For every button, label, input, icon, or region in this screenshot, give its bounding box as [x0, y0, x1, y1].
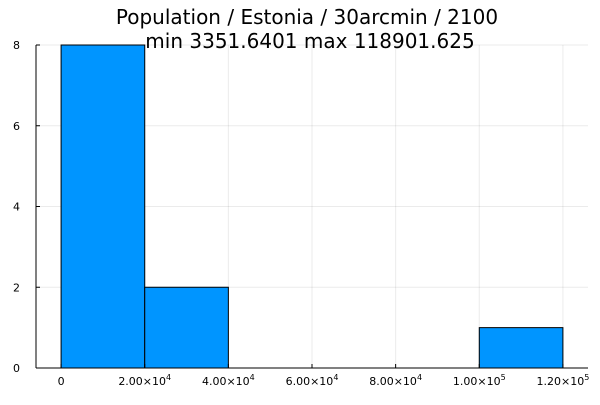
- x-tick-label: 6.00×104: [286, 373, 339, 388]
- y-tick-label: 2: [13, 281, 20, 294]
- x-tick-labels: 0 2.00×104 4.00×104 6.00×104 8.00×104 1.00×10…: [58, 373, 590, 388]
- x-tick-label: 1.00×105: [453, 373, 506, 388]
- x-tick-label: 4.00×104: [202, 373, 255, 388]
- y-tick-label: 8: [13, 39, 20, 52]
- chart-title: Population / Estonia / 30arcmin / 2100: [116, 5, 498, 29]
- x-tick-label: 8.00×104: [369, 373, 422, 388]
- histogram-bar: [478, 327, 564, 369]
- y-tick-label: 0: [13, 362, 20, 375]
- x-tick-label: 2.00×104: [118, 373, 171, 388]
- y-tick-label: 4: [13, 201, 20, 214]
- y-tick-label: 6: [13, 120, 20, 133]
- histogram-bar: [60, 44, 146, 369]
- x-tick-label: 0: [58, 375, 65, 388]
- bars: [60, 44, 564, 369]
- histogram-bar: [144, 286, 229, 369]
- axes: [35, 44, 588, 369]
- x-tick-label: 1.20×105: [537, 373, 590, 388]
- chart-subtitle: min 3351.6401 max 118901.625: [145, 29, 474, 53]
- y-tick-labels: 0 2 4 6 8: [13, 39, 20, 375]
